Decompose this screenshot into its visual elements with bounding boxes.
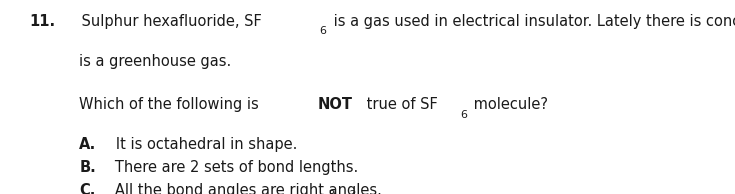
Text: B.: B.: [79, 160, 96, 175]
Text: There are 2 sets of bond lengths.: There are 2 sets of bond lengths.: [101, 160, 358, 175]
Text: is a gas used in electrical insulator. Lately there is concern that SF: is a gas used in electrical insulator. L…: [329, 14, 735, 29]
Text: It is octahedral in shape.: It is octahedral in shape.: [101, 137, 297, 152]
Text: Sulphur hexafluoride, SF: Sulphur hexafluoride, SF: [63, 14, 262, 29]
Text: 11.: 11.: [29, 14, 56, 29]
Text: 2: 2: [348, 190, 356, 194]
Text: C.: C.: [79, 183, 96, 194]
Text: molecule?: molecule?: [469, 97, 548, 112]
Text: is a greenhouse gas.: is a greenhouse gas.: [79, 54, 232, 69]
Text: NOT: NOT: [318, 97, 352, 112]
Text: All the bond angles are right angles.: All the bond angles are right angles.: [101, 183, 381, 194]
Text: 3: 3: [328, 190, 334, 194]
Text: 6: 6: [460, 110, 467, 120]
Text: true of SF: true of SF: [362, 97, 438, 112]
Text: A.: A.: [79, 137, 96, 152]
Text: Which of the following is: Which of the following is: [79, 97, 264, 112]
Text: 6: 6: [320, 26, 326, 36]
